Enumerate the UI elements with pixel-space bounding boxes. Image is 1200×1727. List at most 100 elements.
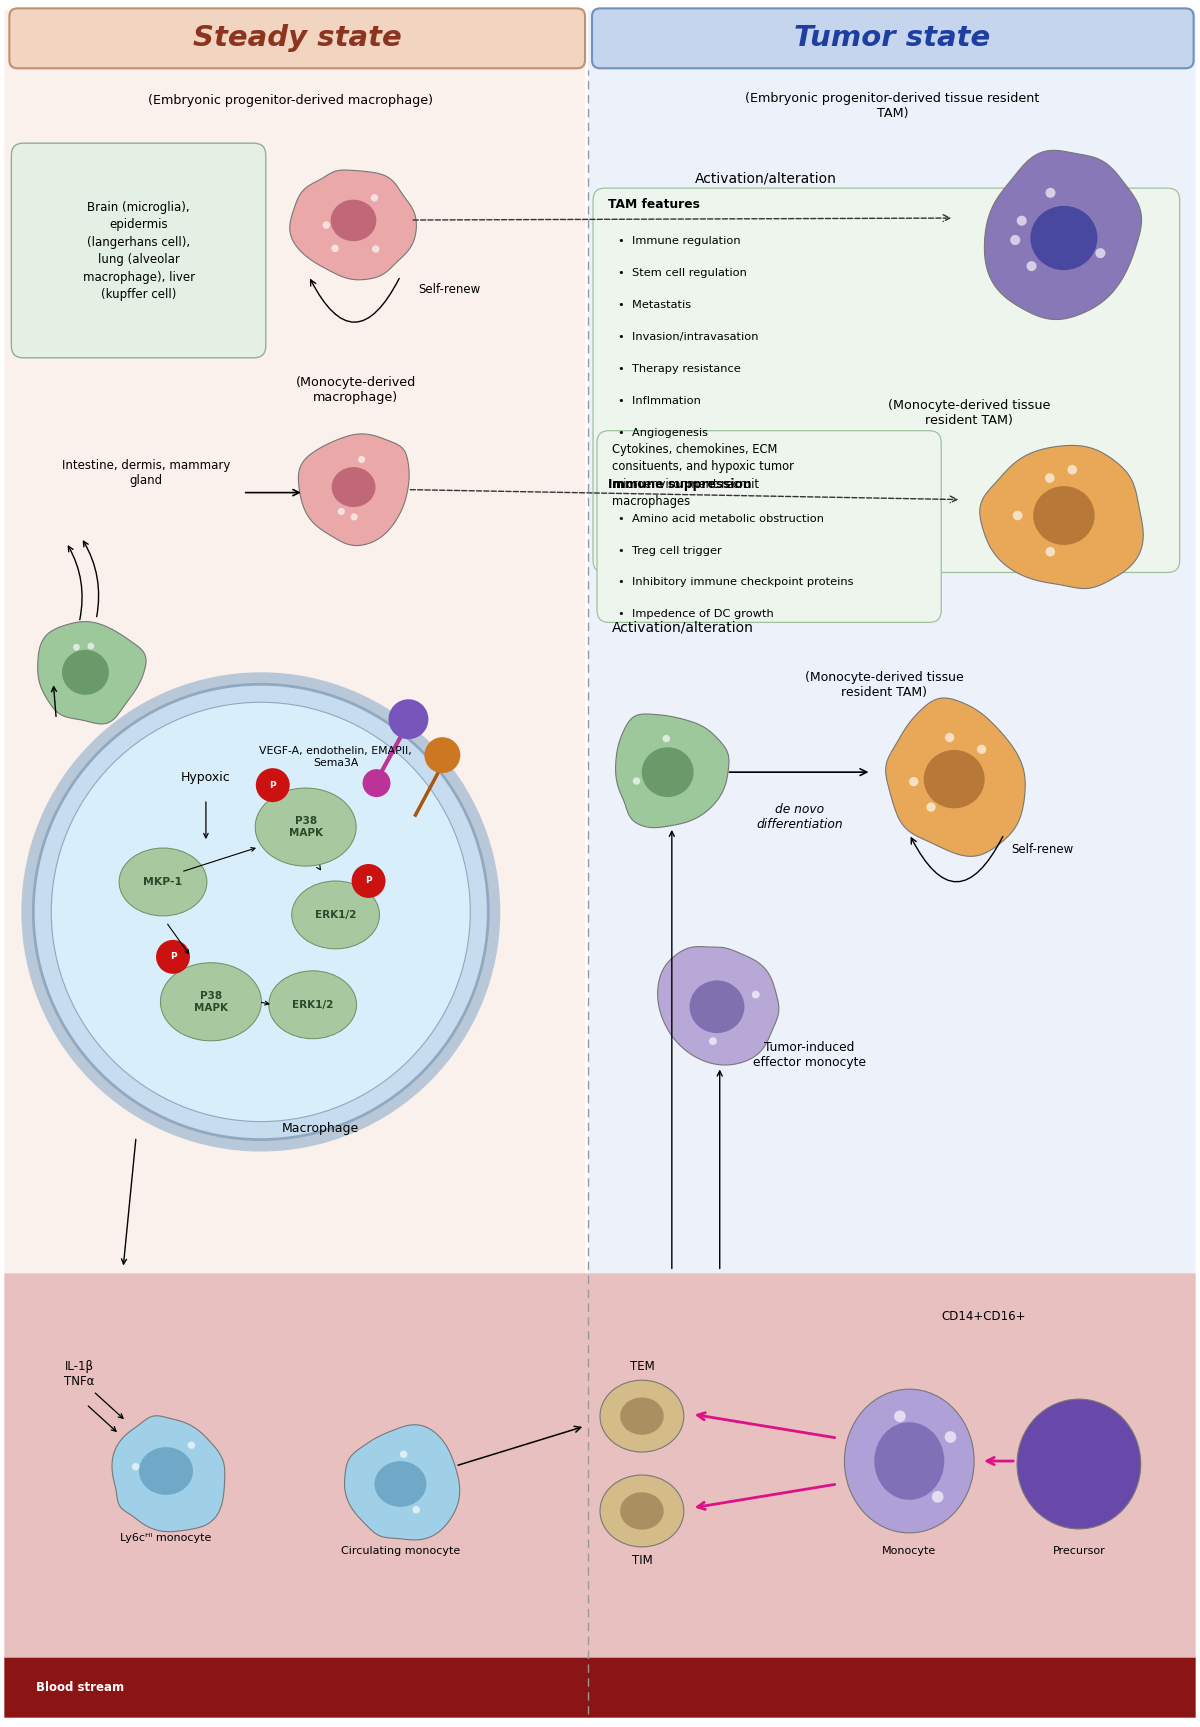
Ellipse shape [1033,485,1094,546]
Text: (Embryonic progenitor-derived tissue resident
TAM): (Embryonic progenitor-derived tissue res… [745,92,1039,121]
Circle shape [389,699,428,739]
Text: •  Inflmmation: • Inflmmation [618,395,701,406]
Ellipse shape [620,1397,664,1435]
Circle shape [926,803,936,812]
Circle shape [977,744,986,755]
Text: TIM: TIM [631,1554,653,1568]
Ellipse shape [642,748,694,798]
Polygon shape [344,1425,460,1540]
Text: Self-renew: Self-renew [419,283,481,297]
Circle shape [352,864,385,898]
Text: (Monocyte-derived
macrophage): (Monocyte-derived macrophage) [295,376,415,404]
Polygon shape [979,446,1144,589]
Text: Macrophage: Macrophage [282,1123,359,1135]
FancyBboxPatch shape [10,9,586,69]
Polygon shape [299,433,409,546]
Circle shape [413,1506,420,1513]
Ellipse shape [620,1492,664,1530]
Text: P: P [365,877,372,886]
Ellipse shape [600,1475,684,1547]
Text: Intestine, dermis, mammary
gland: Intestine, dermis, mammary gland [62,459,230,487]
FancyBboxPatch shape [5,1658,1195,1718]
FancyBboxPatch shape [5,1273,1195,1718]
Text: MKP-1: MKP-1 [144,877,182,888]
Ellipse shape [845,1389,974,1534]
Ellipse shape [690,981,744,1033]
Circle shape [371,193,378,202]
Polygon shape [616,713,728,827]
Circle shape [1045,473,1055,484]
FancyBboxPatch shape [592,9,1194,69]
Circle shape [331,245,338,252]
Circle shape [932,1490,943,1502]
Text: Blood stream: Blood stream [36,1680,125,1694]
Circle shape [337,508,344,515]
Text: CD14+CD16+: CD14+CD16+ [942,1309,1026,1323]
Circle shape [323,221,330,228]
Text: ERK1/2: ERK1/2 [314,910,356,920]
Circle shape [34,684,488,1140]
Text: Monocyte: Monocyte [882,1546,936,1556]
Text: IL-1β
TNFα: IL-1β TNFα [64,1361,95,1389]
Text: TEM: TEM [630,1359,654,1373]
Circle shape [156,939,190,974]
Ellipse shape [331,466,376,508]
Circle shape [1068,465,1078,475]
Text: •  Treg cell trigger: • Treg cell trigger [618,546,721,556]
Polygon shape [37,622,146,724]
Text: Circulating monocyte: Circulating monocyte [341,1546,460,1556]
Circle shape [132,1463,139,1470]
Circle shape [894,1411,906,1423]
Text: •  Therapy resistance: • Therapy resistance [618,364,740,373]
Text: Activation/alteration: Activation/alteration [612,620,754,634]
Circle shape [372,245,379,252]
Circle shape [350,513,358,520]
Text: de novo
differentiation: de novo differentiation [756,803,842,831]
Text: P38
MAPK: P38 MAPK [194,991,228,1012]
Text: TAM features: TAM features [608,199,700,211]
FancyBboxPatch shape [593,188,1180,572]
Circle shape [358,456,365,463]
Ellipse shape [1018,1399,1141,1528]
Text: (Monocyte-derived tissue
resident TAM): (Monocyte-derived tissue resident TAM) [888,399,1050,427]
Text: Activation/alteration: Activation/alteration [695,171,836,185]
Polygon shape [289,169,416,280]
Circle shape [662,736,670,743]
Circle shape [362,769,390,798]
Polygon shape [886,698,1025,857]
Text: P38
MAPK: P38 MAPK [289,817,323,838]
Circle shape [73,644,80,651]
Text: (Embryonic progenitor-derived macrophage): (Embryonic progenitor-derived macrophage… [149,93,433,107]
Circle shape [256,769,289,801]
Text: Ly6cᴴᴵ monocyte: Ly6cᴴᴵ monocyte [120,1534,211,1542]
Text: •  Impedence of DC growth: • Impedence of DC growth [618,610,774,620]
Ellipse shape [62,649,109,694]
Ellipse shape [119,848,206,915]
Text: •  Invasion/intravasation: • Invasion/intravasation [618,332,758,342]
Circle shape [1010,235,1020,245]
Text: Self-renew: Self-renew [1012,843,1073,855]
Text: Hypoxic: Hypoxic [181,770,230,784]
Text: Tumor-induced
effector monocyte: Tumor-induced effector monocyte [754,1041,866,1069]
Circle shape [1045,547,1055,556]
Circle shape [400,1451,407,1458]
Polygon shape [658,946,779,1066]
Text: ERK1/2: ERK1/2 [292,1000,334,1010]
Ellipse shape [331,200,377,242]
Ellipse shape [139,1447,193,1496]
Ellipse shape [161,962,262,1041]
Text: Steady state: Steady state [193,24,402,52]
Text: •  Immune regulation: • Immune regulation [618,237,740,245]
Text: •  Amino acid metabolic obstruction: • Amino acid metabolic obstruction [618,513,824,523]
Circle shape [751,991,760,998]
Text: Immune suppression: Immune suppression [608,478,751,490]
Ellipse shape [256,788,356,867]
Polygon shape [984,150,1141,319]
Text: •  Stem cell regulation: • Stem cell regulation [618,268,746,278]
FancyBboxPatch shape [588,10,1195,1718]
Circle shape [187,1442,196,1449]
Circle shape [709,1038,716,1045]
FancyBboxPatch shape [11,143,265,357]
Circle shape [1045,188,1056,199]
Text: •  Angiogenesis: • Angiogenesis [618,428,708,437]
